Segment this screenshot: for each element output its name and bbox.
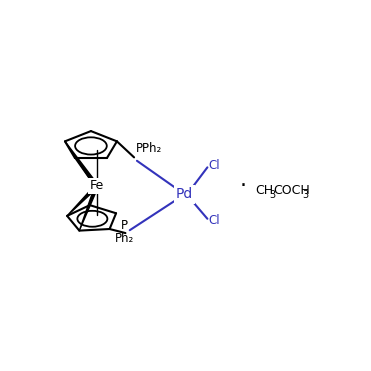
Polygon shape bbox=[67, 185, 98, 216]
Polygon shape bbox=[79, 185, 98, 231]
Text: 3: 3 bbox=[269, 190, 275, 200]
Text: PPh₂: PPh₂ bbox=[135, 142, 162, 155]
Text: P: P bbox=[121, 219, 128, 232]
Polygon shape bbox=[65, 141, 98, 187]
Text: COCH: COCH bbox=[274, 184, 311, 197]
Text: Pd: Pd bbox=[176, 187, 193, 201]
Polygon shape bbox=[75, 158, 98, 187]
Text: Cl: Cl bbox=[209, 214, 220, 227]
Text: Cl: Cl bbox=[209, 160, 220, 173]
Text: CH: CH bbox=[255, 184, 273, 197]
Text: .: . bbox=[240, 170, 247, 190]
Text: 3: 3 bbox=[302, 190, 308, 200]
Text: Fe: Fe bbox=[89, 180, 104, 193]
Text: Ph₂: Ph₂ bbox=[114, 232, 134, 245]
